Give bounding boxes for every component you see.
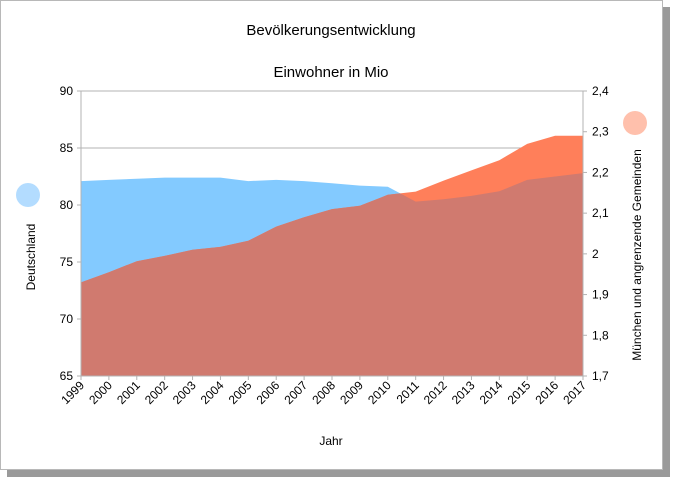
right-tick-label: 2,3 — [592, 125, 609, 139]
right-axis-ticks: 1,7 1,8 1,9 2 2,1 2,2 2,3 2,4 — [583, 84, 609, 383]
x-tick-label: 2013 — [449, 378, 478, 407]
left-tick-label: 90 — [60, 84, 74, 98]
right-tick-label: 1,8 — [592, 328, 609, 342]
chart-title: Bevölkerungsentwicklung — [246, 22, 415, 39]
x-axis-ticks: 1999 2000 2001 2002 2003 2004 2005 2006 2007 2008… — [58, 376, 589, 407]
x-tick-label: 2007 — [281, 378, 310, 407]
right-tick-label: 2,4 — [592, 84, 609, 98]
x-tick-label: 2009 — [337, 378, 366, 407]
chart-frame: Bevölkerungsentwicklung Einwohner in Mio… — [0, 0, 663, 470]
left-tick-label: 85 — [60, 141, 74, 155]
left-tick-label: 75 — [60, 255, 74, 269]
x-axis-label: Jahr — [319, 434, 342, 448]
x-tick-label: 2001 — [114, 378, 143, 407]
x-tick-label: 2003 — [170, 378, 199, 407]
left-tick-label: 65 — [60, 369, 74, 383]
x-tick-label: 2016 — [532, 378, 561, 407]
x-tick-label: 2004 — [198, 378, 227, 407]
x-tick-label: 2008 — [309, 378, 338, 407]
x-tick-label: 2015 — [505, 378, 534, 407]
x-tick-label: 2006 — [254, 378, 283, 407]
x-tick-label: 2011 — [394, 378, 422, 406]
left-tick-label: 80 — [60, 198, 74, 212]
right-tick-label: 2,2 — [592, 165, 609, 179]
right-tick-label: 2,1 — [592, 206, 609, 220]
right-tick-label: 1,9 — [592, 288, 609, 302]
x-tick-label: 2010 — [365, 378, 394, 407]
legend-marker-deutschland — [16, 183, 40, 207]
left-axis-ticks: 65 70 75 80 85 90 — [60, 84, 81, 383]
x-tick-label: 2000 — [86, 378, 115, 407]
right-tick-label: 1,7 — [592, 369, 609, 383]
left-tick-label: 70 — [60, 312, 74, 326]
y-axis-left-label: Deutschland — [24, 224, 38, 291]
x-tick-label: 2002 — [142, 378, 171, 407]
x-tick-label: 2017 — [560, 378, 589, 407]
chart-subtitle: Einwohner in Mio — [273, 64, 388, 81]
y-axis-right-label: München und angrenzende Gemeinden — [630, 149, 644, 361]
right-tick-label: 2 — [592, 247, 599, 261]
legend-marker-muenchen — [623, 111, 647, 135]
x-tick-label: 2012 — [421, 378, 450, 407]
x-tick-label: 2005 — [226, 378, 255, 407]
x-tick-label: 2014 — [477, 378, 506, 407]
